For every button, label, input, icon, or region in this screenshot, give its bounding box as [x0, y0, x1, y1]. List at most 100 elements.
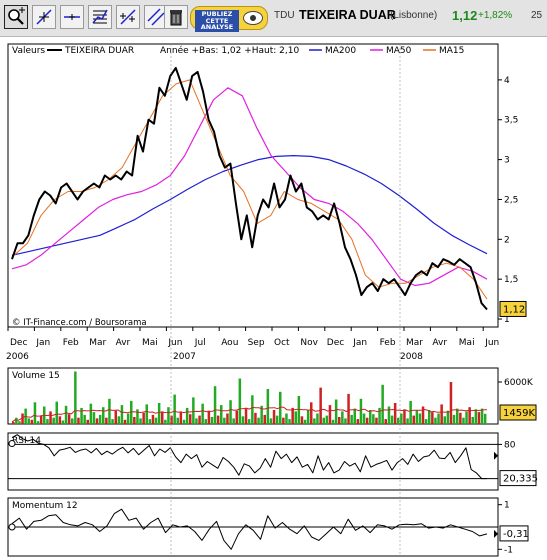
publish-analysis-button[interactable]: PUBLIEZ CETTE ANALYSE: [190, 6, 268, 32]
volume-bar: [33, 402, 37, 424]
volume-bar: [164, 419, 167, 424]
volume-bar: [288, 419, 291, 424]
momentum-line: [11, 508, 488, 550]
volume-bar: [52, 417, 55, 424]
volume-bar: [325, 415, 329, 424]
volume-bar: [260, 405, 263, 424]
y-tick-label: 1,5: [504, 275, 518, 285]
volume-bar: [27, 418, 30, 424]
last-volume-label: 1459K: [503, 408, 535, 419]
rsi-panel: [7, 432, 499, 491]
x-month-label: Mar: [89, 338, 106, 348]
horizontal-line-icon: [64, 14, 80, 20]
volume-bar: [21, 413, 24, 424]
volume-bar: [393, 403, 397, 424]
x-year-label: 2008: [400, 352, 423, 362]
volume-bar: [372, 414, 375, 424]
y-tick-label: 2: [504, 235, 510, 245]
volume-bar: [195, 418, 198, 424]
x-month-label: Nov: [300, 338, 318, 348]
volume-bar: [92, 412, 96, 424]
last-price-box: [499, 300, 527, 317]
volume-bar: [176, 417, 179, 424]
y-tick-label: 2,5: [504, 195, 518, 205]
volume-bar: [46, 419, 49, 424]
x-month-label: Jun: [484, 338, 499, 348]
volume-bar: [282, 417, 285, 424]
x-month-label: Aou: [221, 338, 238, 348]
volume-bar: [254, 412, 257, 424]
volume-bar: [136, 409, 139, 424]
volume-bar: [148, 419, 152, 424]
volume-bar: [424, 419, 428, 424]
volume-bar: [189, 414, 192, 424]
volume-bar: [322, 417, 325, 424]
volume-bar: [241, 416, 245, 424]
x-month-label: Sep: [248, 338, 265, 348]
volume-bar: [108, 398, 111, 424]
crosshair-tool-button[interactable]: [32, 5, 56, 29]
volume-bar: [459, 412, 462, 424]
volume-bar: [170, 415, 173, 424]
x-month-label: Feb: [63, 338, 79, 348]
volume-bar: [151, 414, 155, 424]
volume-bar: [39, 415, 43, 424]
delete-tool-button[interactable]: [164, 5, 188, 29]
volume-bar: [387, 406, 391, 424]
volume-bar: [397, 417, 400, 424]
volume-bar: [89, 403, 93, 424]
volume-bar: [157, 403, 161, 424]
volume-bar: [369, 410, 372, 424]
volume-bar: [350, 414, 353, 424]
volume-bar: [83, 414, 86, 424]
x-month-label: Feb: [380, 338, 396, 348]
volume-bar: [77, 417, 80, 424]
volume-bar: [154, 417, 158, 424]
volume-bar: [173, 394, 176, 424]
horizontal-line-tool-button[interactable]: [60, 5, 84, 29]
volume-bar: [74, 371, 77, 424]
volume-bar: [300, 416, 304, 424]
volume-bar: [269, 418, 273, 424]
volume-bar: [316, 413, 319, 424]
legend-valeurs: Valeurs: [12, 46, 45, 56]
last-momentum-box: [499, 525, 529, 542]
volume-bar: [437, 413, 440, 424]
x-month-label: Jan: [35, 338, 50, 348]
copyright-text: © IT-Finance.com / Boursorama: [12, 318, 147, 328]
last-volume-box: [499, 404, 537, 421]
stock-change: +1,82%: [478, 10, 513, 21]
trendline-tool-button[interactable]: [116, 5, 140, 29]
x-month-label: Oct: [274, 338, 290, 348]
volume-bar: [313, 418, 316, 424]
volume-bar: [207, 410, 211, 424]
momentum-y-label: -1: [504, 545, 513, 555]
y-tick-label: 3,5: [504, 116, 518, 126]
volume-bar: [86, 419, 89, 424]
volume-bar: [462, 417, 465, 424]
zoom-tool-button[interactable]: [4, 5, 28, 29]
legend-ma200: MA200: [325, 46, 356, 56]
volume-bar: [229, 400, 232, 424]
volume-bar: [384, 419, 387, 424]
volume-bar: [114, 410, 117, 424]
volume-bar: [67, 414, 71, 424]
momentum-arrow-marker: [494, 529, 498, 538]
volume-bar: [263, 414, 266, 424]
indicator-tool-button[interactable]: [88, 5, 112, 29]
stock-name: TEIXEIRA DUAR: [299, 8, 396, 22]
volume-bar: [123, 419, 127, 424]
x-month-label: Avr: [432, 338, 447, 348]
volume-bar: [105, 417, 108, 424]
volume-bar: [275, 415, 279, 424]
volume-bar: [365, 417, 369, 424]
chart-area[interactable]: Valeurs TEIXEIRA DUAR Année +Bas: 1,02 +Ha…: [0, 37, 547, 560]
volume-y-label: 6000K: [504, 378, 534, 388]
volume-bar: [306, 410, 310, 424]
x-month-label: Jul: [194, 338, 206, 348]
volume-bar: [145, 404, 148, 424]
volume-bar: [55, 401, 58, 424]
volume-bar: [130, 400, 133, 424]
x-year-label: 2007: [173, 352, 196, 362]
volume-bar: [210, 417, 214, 424]
